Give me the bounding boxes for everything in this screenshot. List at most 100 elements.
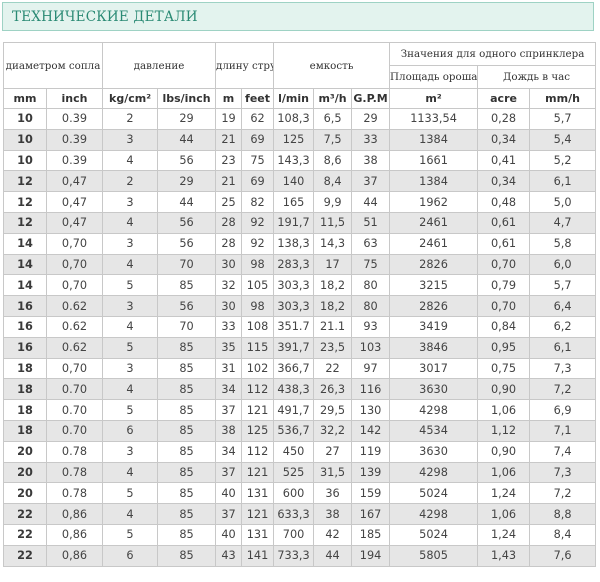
unit-cell: m³/h — [313, 88, 353, 109]
table-row: 10 0.39 3 44 21 69 125 7,5 33 1384 0,34 5,4 — [3, 128, 597, 151]
table-cell: 14,3 — [313, 232, 353, 255]
table-cell: 16 — [3, 336, 47, 359]
table-cell: 0,61 — [477, 211, 531, 234]
table-cell: 3630 — [389, 378, 479, 401]
table-cell: 8,4 — [313, 170, 353, 193]
table-cell: 23,5 — [313, 336, 353, 359]
unit-cell: G.P.M — [351, 88, 391, 109]
table-cell: 0.39 — [45, 108, 104, 130]
header-nozzle: диаметром сопла — [2, 42, 104, 89]
table-cell: 1,12 — [477, 419, 531, 442]
table-cell: 0.78 — [45, 440, 104, 463]
table-cell: 4 — [102, 149, 159, 172]
table-cell: 0.70 — [45, 378, 104, 401]
table-cell: 108,3 — [273, 108, 315, 130]
table-cell: 0,47 — [45, 211, 104, 234]
table-row: 12 0,47 3 44 25 82 165 9,9 44 1962 0,48 5,0 — [3, 191, 597, 213]
table-cell: 119 — [351, 440, 391, 463]
table-cell: 34 — [215, 440, 243, 463]
table-cell: 0,28 — [477, 108, 531, 130]
table-cell: 8,6 — [313, 149, 353, 172]
table-cell: 70 — [157, 315, 217, 338]
table-cell: 5,4 — [529, 128, 597, 151]
table-cell: 3 — [102, 232, 159, 255]
table-cell: 112 — [241, 378, 275, 401]
table-cell: 6,1 — [529, 336, 597, 359]
table-cell: 80 — [351, 274, 391, 297]
table-cell: 3 — [102, 128, 159, 151]
table-cell: 18,2 — [313, 274, 353, 297]
table-cell: 56 — [157, 149, 217, 172]
table-cell: 3215 — [389, 274, 479, 297]
table-row: 18 0.70 5 85 37 121 491,7 29,5 130 4298 1,06 6,9 — [3, 399, 597, 421]
table-cell: 12 — [3, 191, 47, 213]
table-cell: 0,86 — [45, 523, 104, 546]
table-row: 10 0.39 2 29 19 62 108,3 6,5 29 1133,54 0,28 5,7 — [3, 108, 597, 130]
table-cell: 21.1 — [313, 315, 353, 338]
table-cell: 28 — [215, 232, 243, 255]
table-cell: 0.78 — [45, 482, 104, 505]
table-cell: 0,48 — [477, 191, 531, 213]
table-cell: 97 — [351, 357, 391, 380]
table-cell: 3846 — [389, 336, 479, 359]
table-cell: 16 — [3, 295, 47, 317]
table-cell: 26,3 — [313, 378, 353, 401]
table-cell: 6,0 — [529, 253, 597, 276]
table-cell: 32 — [215, 274, 243, 297]
unit-cell: l/min — [273, 88, 315, 109]
table-cell: 62 — [241, 108, 275, 130]
table-cell: 27 — [313, 440, 353, 463]
table-cell: 121 — [241, 503, 275, 525]
table-cell: 20 — [3, 482, 47, 505]
table-cell: 44 — [157, 191, 217, 213]
table-cell: 21 — [215, 128, 243, 151]
table-cell: 0,34 — [477, 170, 531, 193]
table-cell: 29 — [351, 108, 391, 130]
table-cell: 33 — [351, 128, 391, 151]
table-cell: 37 — [215, 503, 243, 525]
table-cell: 142 — [351, 419, 391, 442]
table-cell: 4 — [102, 503, 159, 525]
table-cell: 8,8 — [529, 503, 597, 525]
specs-table: диаметром сопла давление длину струи емк… — [2, 42, 597, 567]
table-row: 20 0.78 5 85 40 131 600 36 159 5024 1,24 7,2 — [3, 482, 597, 505]
table-cell: 29 — [157, 170, 217, 193]
table-cell: 2461 — [389, 232, 479, 255]
table-cell: 85 — [157, 399, 217, 421]
table-cell: 159 — [351, 482, 391, 505]
table-cell: 31 — [215, 357, 243, 380]
table-cell: 44 — [157, 128, 217, 151]
table-cell: 0,47 — [45, 191, 104, 213]
table-cell: 633,3 — [273, 503, 315, 525]
table-cell: 56 — [157, 211, 217, 234]
table-cell: 10 — [3, 149, 47, 172]
table-cell: 4 — [102, 461, 159, 484]
table-cell: 37 — [351, 170, 391, 193]
table-cell: 6,1 — [529, 170, 597, 193]
table-cell: 7,4 — [529, 440, 597, 463]
table-cell: 6 — [102, 419, 159, 442]
table-row: 18 0.70 6 85 38 125 536,7 32,2 142 4534 1,12 7,1 — [3, 419, 597, 442]
table-cell: 85 — [157, 544, 217, 567]
unit-cell: feet — [241, 88, 275, 109]
table-cell: 4 — [102, 378, 159, 401]
table-cell: 10 — [3, 128, 47, 151]
unit-cell: inch — [45, 88, 104, 109]
table-cell: 5 — [102, 336, 159, 359]
table-cell: 303,3 — [273, 274, 315, 297]
table-cell: 85 — [157, 503, 217, 525]
table-cell: 1962 — [389, 191, 479, 213]
table-cell: 0,86 — [45, 544, 104, 567]
table-cell: 22 — [3, 503, 47, 525]
table-cell: 37 — [215, 399, 243, 421]
table-cell: 9,9 — [313, 191, 353, 213]
table-cell: 70 — [157, 253, 217, 276]
table-cell: 2461 — [389, 211, 479, 234]
table-cell: 0,34 — [477, 128, 531, 151]
table-cell: 5,7 — [529, 108, 597, 130]
table-cell: 131 — [241, 482, 275, 505]
unit-cell: m — [215, 88, 243, 109]
table-row: 22 0,86 6 85 43 141 733,3 44 194 5805 1,43 7,6 — [3, 544, 597, 567]
table-row: 16 0.62 5 85 35 115 391,7 23,5 103 3846 0,95 6,1 — [3, 336, 597, 359]
table-cell: 5,0 — [529, 191, 597, 213]
